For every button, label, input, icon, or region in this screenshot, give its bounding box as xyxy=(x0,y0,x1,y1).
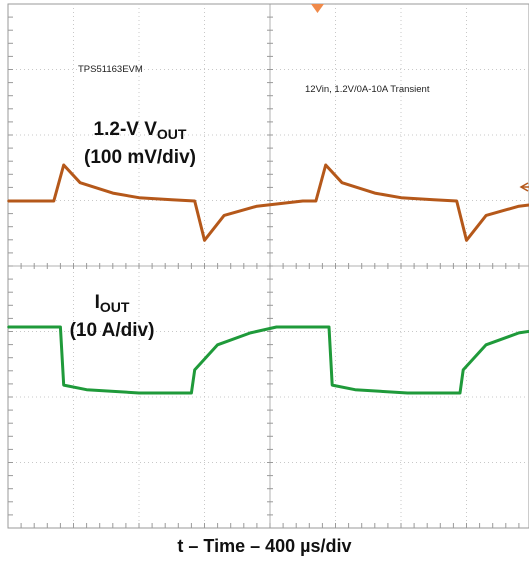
vout-point xyxy=(314,200,317,202)
vout-point xyxy=(79,181,81,184)
vout-point xyxy=(373,192,376,195)
vout-point xyxy=(400,196,402,199)
vout-point xyxy=(465,239,468,242)
vout-point xyxy=(518,205,520,208)
vout-channel-name: 1.2-V VOUT xyxy=(93,119,187,142)
iout-point xyxy=(216,343,219,346)
iout-point xyxy=(275,326,278,328)
iout-point xyxy=(62,384,65,386)
vout-point xyxy=(203,239,206,242)
iout-point xyxy=(328,326,330,328)
iout-point xyxy=(462,369,465,371)
iout-point xyxy=(331,384,334,386)
iout-point xyxy=(354,388,357,391)
vout-point xyxy=(170,198,173,201)
iout-channel-name: IOUT xyxy=(94,292,130,315)
grid-ticks xyxy=(7,3,520,529)
iout-point xyxy=(485,343,488,346)
vout-point xyxy=(455,200,458,202)
vout-point xyxy=(256,205,258,208)
iout-point xyxy=(190,392,193,394)
vout-point xyxy=(138,196,140,199)
iout-point xyxy=(85,388,88,391)
iout-channel-scale: (10 A/div) xyxy=(69,320,155,341)
instrument-note-right: 12Vin, 1.2V/0A-10A Transient xyxy=(305,84,430,95)
vout-point xyxy=(485,214,488,217)
iout-channel-label: IOUT (10 A/div) xyxy=(62,291,162,342)
x-axis-label: t – Time – 400 µs/div xyxy=(177,536,352,556)
trigger-marker-icon xyxy=(311,4,324,13)
vout-point xyxy=(62,164,65,166)
vout-channel-label: 1.2-V VOUT (100 mV/div) xyxy=(70,118,210,169)
iout-point xyxy=(459,392,461,394)
iout-point xyxy=(249,332,252,334)
iout-point xyxy=(193,369,196,371)
iout-point xyxy=(59,326,62,328)
instrument-note-left: TPS51163EVM xyxy=(78,64,143,75)
vout-point xyxy=(7,200,9,202)
vout-point xyxy=(341,181,343,184)
vout-point xyxy=(193,200,196,202)
vout-point xyxy=(432,198,435,201)
iout-point xyxy=(518,332,520,334)
vout-point xyxy=(52,200,55,202)
iout-point xyxy=(138,392,140,394)
traces xyxy=(7,163,529,395)
vout-channel-scale: (100 mV/div) xyxy=(84,147,196,168)
vout-point xyxy=(324,164,327,166)
vout-point xyxy=(301,200,304,202)
vout-point xyxy=(111,192,114,195)
iout-point xyxy=(406,392,409,394)
vout-point xyxy=(223,214,226,217)
iout-point xyxy=(7,326,9,328)
